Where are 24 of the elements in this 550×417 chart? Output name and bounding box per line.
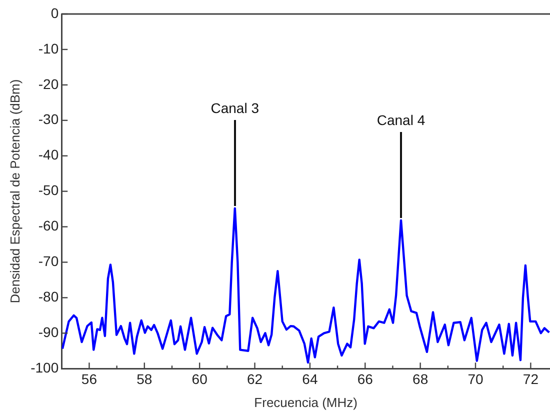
x-tick-label: 66 <box>357 370 374 387</box>
y-tick-label: -20 <box>38 76 59 92</box>
x-axis-title: Frecuencia (MHz) <box>254 394 358 410</box>
y-tick-label: -100 <box>30 359 59 376</box>
y-tick-label: -40 <box>38 146 59 163</box>
x-tick-label: 68 <box>412 370 428 387</box>
y-axis-title: Densidad Espectral de Potencia (dBm) <box>7 79 22 304</box>
x-tick-label: 70 <box>468 370 484 387</box>
y-tick-label: -50 <box>38 182 59 198</box>
x-tick-label: 64 <box>302 370 318 387</box>
x-tick-label: 58 <box>136 370 152 387</box>
x-tick-label: 60 <box>192 370 208 387</box>
y-tick-label: -60 <box>38 218 59 234</box>
annotation: Canal 4 <box>376 112 426 128</box>
y-tick-label: -30 <box>38 111 59 128</box>
x-tick-label: 56 <box>81 370 98 387</box>
x-tick-label: 72 <box>522 370 539 387</box>
y-tick-label: -90 <box>38 324 59 340</box>
y-tick-label: -70 <box>38 253 59 270</box>
annotation: Canal 3 <box>210 100 260 116</box>
y-tick-label: -80 <box>38 288 59 305</box>
x-tick-label: 62 <box>246 370 263 387</box>
y-tick-label: 0 <box>50 4 59 21</box>
y-tick-label: -10 <box>38 40 59 56</box>
